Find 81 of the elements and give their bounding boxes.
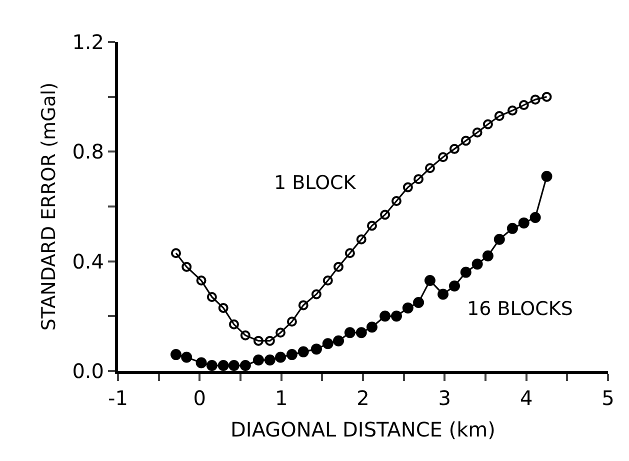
point (460, 136, 471, 146)
point (391, 196, 402, 206)
x-tick-label: 3 (438, 386, 452, 410)
point (196, 276, 206, 286)
point (482, 119, 493, 130)
point (402, 182, 413, 192)
point (218, 360, 229, 372)
x-axis-title: DIAGONAL DISTANCE (km) (230, 418, 496, 442)
point (390, 310, 402, 322)
x-tick-label: -1 (108, 386, 128, 410)
point (206, 360, 218, 372)
point (264, 336, 275, 346)
point (275, 352, 286, 363)
point (424, 163, 435, 174)
y-tick-label: 0.4 (72, 249, 104, 274)
point (311, 289, 322, 300)
point (322, 338, 334, 350)
point (356, 234, 366, 244)
y-tick-label: 0.0 (72, 359, 104, 383)
point (298, 300, 308, 310)
point (356, 327, 367, 338)
point (252, 354, 264, 366)
point (206, 292, 217, 302)
point (518, 100, 529, 110)
point (228, 360, 240, 372)
y-axis-title: STANDARD ERROR (mGal) (38, 82, 60, 331)
point (438, 152, 448, 162)
point (344, 248, 355, 258)
point (530, 94, 540, 105)
point (402, 302, 414, 314)
point (344, 327, 356, 338)
point (449, 144, 460, 154)
point (170, 349, 182, 360)
point (414, 174, 424, 184)
x-tick-label: 2 (356, 386, 370, 410)
series-label: 16 BLOCKS (467, 298, 573, 320)
point (240, 360, 251, 372)
point (518, 217, 530, 228)
point (181, 352, 192, 363)
point (218, 302, 228, 313)
point (366, 322, 378, 333)
point (366, 220, 377, 231)
point (448, 280, 460, 292)
point (322, 276, 333, 286)
point (264, 354, 276, 366)
x-tick-label: 4 (520, 386, 533, 410)
point (286, 349, 298, 360)
point (310, 344, 322, 355)
point (253, 336, 264, 346)
point (196, 357, 207, 368)
point (298, 346, 309, 358)
point (276, 328, 286, 338)
point (240, 330, 250, 340)
x-tick-label: 5 (602, 386, 614, 410)
point (542, 92, 552, 102)
point (506, 222, 518, 234)
point (494, 111, 504, 122)
point (472, 258, 483, 270)
point (333, 335, 344, 346)
point (530, 212, 541, 223)
point (482, 250, 494, 262)
x-tick-label: 1 (274, 386, 288, 410)
point (460, 266, 472, 278)
point (170, 248, 181, 258)
point (424, 275, 436, 286)
point (380, 310, 391, 322)
point (228, 319, 239, 330)
y-tick-label: 1.2 (72, 30, 104, 54)
point (413, 296, 424, 308)
point (334, 262, 344, 272)
point (472, 127, 482, 138)
x-tick-label: 0 (193, 386, 206, 410)
point (286, 316, 297, 327)
point (541, 170, 552, 182)
point (438, 288, 449, 300)
point (182, 262, 192, 272)
point (380, 210, 390, 220)
point (494, 234, 505, 245)
series-label: 1 BLOCK (274, 172, 356, 194)
point (507, 106, 518, 116)
y-tick-label: 0.8 (72, 140, 104, 164)
